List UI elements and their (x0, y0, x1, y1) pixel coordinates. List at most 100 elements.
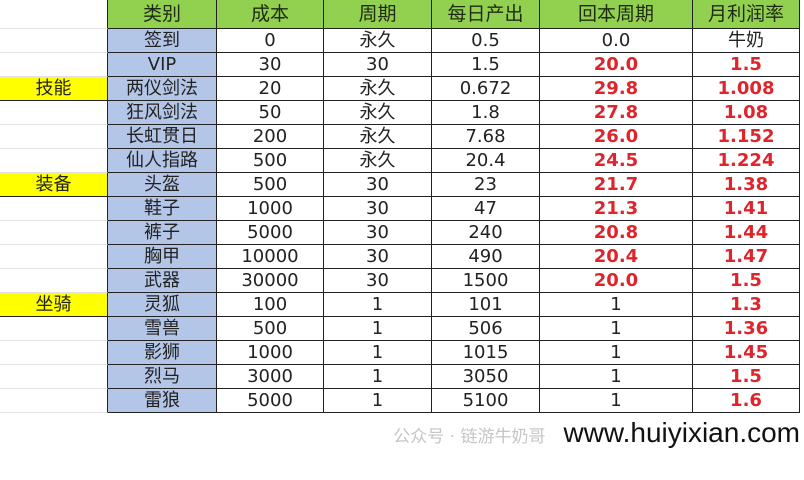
category-cell[interactable]: 雷狼 (108, 389, 217, 413)
period-cell[interactable]: 永久 (324, 101, 432, 125)
period-cell[interactable]: 1 (324, 365, 432, 389)
cost-cell[interactable]: 500 (217, 317, 324, 341)
daily-output-cell[interactable]: 0.5 (432, 29, 540, 53)
cost-cell[interactable]: 1000 (217, 197, 324, 221)
cost-cell[interactable]: 500 (217, 149, 324, 173)
header-daily-output[interactable]: 每日产出 (432, 0, 540, 29)
daily-output-cell[interactable]: 490 (432, 245, 540, 269)
group-cell[interactable] (0, 125, 108, 149)
payback-cell[interactable]: 1 (540, 317, 693, 341)
group-cell[interactable] (0, 29, 108, 53)
daily-output-cell[interactable]: 1.5 (432, 53, 540, 77)
monthly-return-cell[interactable]: 1.41 (693, 197, 800, 221)
cost-cell[interactable]: 30000 (217, 269, 324, 293)
period-cell[interactable]: 永久 (324, 149, 432, 173)
payback-cell[interactable]: 1 (540, 365, 693, 389)
monthly-return-cell[interactable]: 1.5 (693, 365, 800, 389)
period-cell[interactable]: 1 (324, 293, 432, 317)
period-cell[interactable]: 30 (324, 197, 432, 221)
period-cell[interactable]: 永久 (324, 29, 432, 53)
daily-output-cell[interactable]: 1.8 (432, 101, 540, 125)
daily-output-cell[interactable]: 20.4 (432, 149, 540, 173)
empty-header-cell[interactable] (0, 0, 108, 29)
monthly-return-cell[interactable]: 1.008 (693, 77, 800, 101)
payback-cell[interactable]: 21.3 (540, 197, 693, 221)
payback-cell[interactable]: 20.4 (540, 245, 693, 269)
category-cell[interactable]: 影狮 (108, 341, 217, 365)
group-cell[interactable] (0, 197, 108, 221)
group-cell[interactable] (0, 317, 108, 341)
category-cell[interactable]: 长虹贯日 (108, 125, 217, 149)
daily-output-cell[interactable]: 23 (432, 173, 540, 197)
period-cell[interactable]: 1 (324, 341, 432, 365)
cost-cell[interactable]: 3000 (217, 365, 324, 389)
category-cell[interactable]: 签到 (108, 29, 217, 53)
daily-output-cell[interactable]: 240 (432, 221, 540, 245)
period-cell[interactable]: 30 (324, 53, 432, 77)
monthly-return-cell[interactable]: 1.08 (693, 101, 800, 125)
payback-cell[interactable]: 1 (540, 389, 693, 413)
cost-cell[interactable]: 5000 (217, 389, 324, 413)
period-cell[interactable]: 1 (324, 317, 432, 341)
payback-cell[interactable]: 29.8 (540, 77, 693, 101)
monthly-return-cell[interactable]: 1.44 (693, 221, 800, 245)
daily-output-cell[interactable]: 3050 (432, 365, 540, 389)
category-cell[interactable]: 鞋子 (108, 197, 217, 221)
payback-cell[interactable]: 0.0 (540, 29, 693, 53)
payback-cell[interactable]: 1 (540, 341, 693, 365)
period-cell[interactable]: 永久 (324, 77, 432, 101)
cost-cell[interactable]: 1000 (217, 341, 324, 365)
payback-cell[interactable]: 27.8 (540, 101, 693, 125)
group-cell[interactable] (0, 269, 108, 293)
group-cell[interactable] (0, 101, 108, 125)
category-cell[interactable]: 武器 (108, 269, 217, 293)
header-cost[interactable]: 成本 (217, 0, 324, 29)
category-cell[interactable]: 狂风剑法 (108, 101, 217, 125)
payback-cell[interactable]: 20.8 (540, 221, 693, 245)
cost-cell[interactable]: 500 (217, 173, 324, 197)
group-cell[interactable] (0, 341, 108, 365)
period-cell[interactable]: 30 (324, 173, 432, 197)
cost-cell[interactable]: 30 (217, 53, 324, 77)
group-cell[interactable] (0, 389, 108, 413)
cost-cell[interactable]: 20 (217, 77, 324, 101)
group-cell[interactable]: 坐骑 (0, 293, 108, 317)
daily-output-cell[interactable]: 7.68 (432, 125, 540, 149)
payback-cell[interactable]: 21.7 (540, 173, 693, 197)
daily-output-cell[interactable]: 1500 (432, 269, 540, 293)
category-cell[interactable]: 仙人指路 (108, 149, 217, 173)
period-cell[interactable]: 30 (324, 245, 432, 269)
category-cell[interactable]: 胸甲 (108, 245, 217, 269)
daily-output-cell[interactable]: 506 (432, 317, 540, 341)
category-cell[interactable]: 裤子 (108, 221, 217, 245)
monthly-return-cell[interactable]: 1.152 (693, 125, 800, 149)
payback-cell[interactable]: 20.0 (540, 53, 693, 77)
daily-output-cell[interactable]: 5100 (432, 389, 540, 413)
cost-cell[interactable]: 200 (217, 125, 324, 149)
group-cell[interactable]: 技能 (0, 77, 108, 101)
period-cell[interactable]: 30 (324, 221, 432, 245)
header-payback-period[interactable]: 回本周期 (540, 0, 693, 29)
period-cell[interactable]: 永久 (324, 125, 432, 149)
header-category[interactable]: 类别 (108, 0, 217, 29)
monthly-return-cell[interactable]: 牛奶 (693, 29, 800, 53)
monthly-return-cell[interactable]: 1.45 (693, 341, 800, 365)
category-cell[interactable]: 头盔 (108, 173, 217, 197)
period-cell[interactable]: 1 (324, 389, 432, 413)
cost-cell[interactable]: 10000 (217, 245, 324, 269)
group-cell[interactable] (0, 149, 108, 173)
monthly-return-cell[interactable]: 1.5 (693, 269, 800, 293)
daily-output-cell[interactable]: 1015 (432, 341, 540, 365)
cost-cell[interactable]: 50 (217, 101, 324, 125)
category-cell[interactable]: 雪兽 (108, 317, 217, 341)
monthly-return-cell[interactable]: 1.47 (693, 245, 800, 269)
daily-output-cell[interactable]: 47 (432, 197, 540, 221)
group-cell[interactable] (0, 365, 108, 389)
monthly-return-cell[interactable]: 1.38 (693, 173, 800, 197)
daily-output-cell[interactable]: 0.672 (432, 77, 540, 101)
monthly-return-cell[interactable]: 1.36 (693, 317, 800, 341)
monthly-return-cell[interactable]: 1.6 (693, 389, 800, 413)
category-cell[interactable]: 两仪剑法 (108, 77, 217, 101)
category-cell[interactable]: 烈马 (108, 365, 217, 389)
payback-cell[interactable]: 1 (540, 293, 693, 317)
